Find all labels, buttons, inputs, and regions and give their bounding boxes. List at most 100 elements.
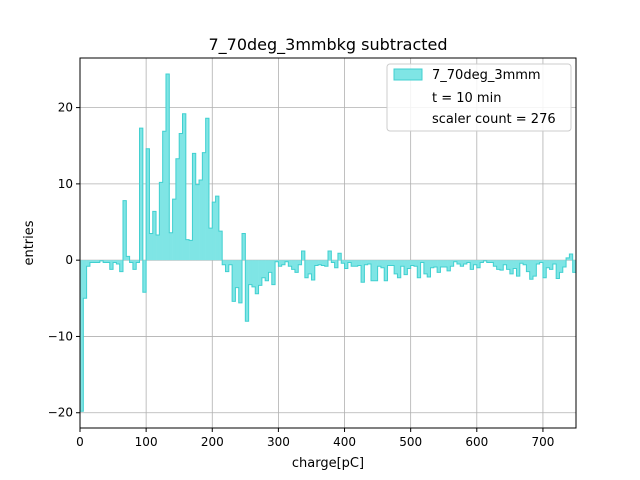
histogram-bar [556,260,560,279]
histogram-bar [255,260,259,294]
histogram-bar [265,260,269,281]
histogram-bar [218,231,223,261]
histogram-bar [509,260,514,274]
histogram-bar [364,260,368,265]
histogram-bar [562,260,567,268]
histogram-bar [175,158,180,261]
histogram-bar [473,260,478,265]
histogram-bar [427,260,431,277]
histogram-bar [351,260,355,267]
x-axis-label: charge[pC] [292,456,364,471]
histogram-bar [149,233,154,261]
histogram-bar [275,260,279,262]
histogram-bar [423,260,428,274]
histogram-bar [122,200,127,261]
histogram-bar [533,260,537,277]
histogram-bar [476,260,481,268]
histogram-bar [486,260,491,263]
histogram-bar [152,211,157,261]
histogram-outline [79,73,577,412]
histogram-bar [466,260,471,263]
histogram-bar [86,260,91,267]
histogram-bar [225,260,230,272]
histogram-bar [261,260,266,278]
histogram-bar [96,260,101,263]
histogram-bar [404,260,408,275]
histogram-bar [228,260,233,265]
histogram-bar [268,260,273,273]
histogram-bar [248,260,253,285]
histogram-bar [199,180,203,261]
x-tick-label: 100 [135,435,158,449]
histogram-bar [103,260,107,263]
histogram-bar [397,260,402,278]
histogram-bar [493,260,497,267]
histogram-bar [566,257,570,261]
histogram-bars [80,74,577,412]
histogram-bar [162,131,167,261]
histogram-bar [394,260,398,274]
histogram-bar [433,260,438,268]
histogram-bar [165,74,170,261]
histogram-bar [503,260,507,265]
histogram-bar [169,232,173,261]
histogram-bar [288,260,292,267]
histogram-bar [361,260,365,283]
histogram-bar [413,260,418,267]
x-axis-ticks: 0 100 200 300 400 500 600 700 [76,428,554,449]
histogram-bar [318,260,322,265]
histogram-bar [208,228,213,261]
histogram-bar [311,260,316,280]
y-tick-label: −20 [48,406,73,420]
legend-box [386,63,572,132]
legend-entry-time: t = 10 min [432,91,501,106]
histogram-bar [258,260,263,286]
histogram-bar [245,260,249,322]
histogram-bar [539,260,544,263]
legend: 7_70deg_3mmm t = 10 min scaler count = 2… [386,63,572,132]
histogram-bar [367,260,372,264]
y-tick-label: −10 [48,329,73,343]
histogram-bar [387,260,392,266]
histogram-bar [291,260,296,270]
histogram-bar [215,196,220,261]
histogram-bar [357,260,362,266]
histogram-bar [179,133,183,261]
histogram-bar [192,153,197,261]
x-tick-label: 400 [333,435,356,449]
histogram-bar [172,199,177,261]
histogram-bar [347,260,352,263]
histogram-bar [410,260,415,266]
histogram-bar [334,260,339,268]
y-tick-label: 0 [65,253,73,267]
histogram-bar [132,260,137,270]
histogram-bar [440,260,445,268]
histogram-bar [536,260,540,264]
histogram-bar [113,260,117,263]
histogram-bar [417,260,421,278]
histogram-bar [407,260,411,269]
histogram-bar [390,260,395,266]
histogram-bar [119,260,124,272]
histogram-bar [185,239,190,261]
x-tick-label: 600 [465,435,488,449]
histogram-bar [129,260,134,263]
histogram-bar [384,260,388,281]
x-tick-label: 500 [399,435,422,449]
histogram-bar [314,260,319,266]
histogram-bar [159,182,163,261]
histogram-bar [189,240,193,261]
histogram-bar [331,260,335,263]
histogram-bar [341,260,345,264]
histogram-bar [205,118,210,261]
histogram-bar [523,260,527,265]
legend-entry-scaler-count: scaler count = 276 [432,112,556,127]
histogram-bar [516,260,521,277]
histogram-bar [242,233,246,261]
legend-swatch [393,68,423,81]
histogram-bar [80,260,84,412]
histogram-bar [430,260,435,268]
histogram-bar [374,260,378,281]
x-tick-label: 700 [531,435,554,449]
